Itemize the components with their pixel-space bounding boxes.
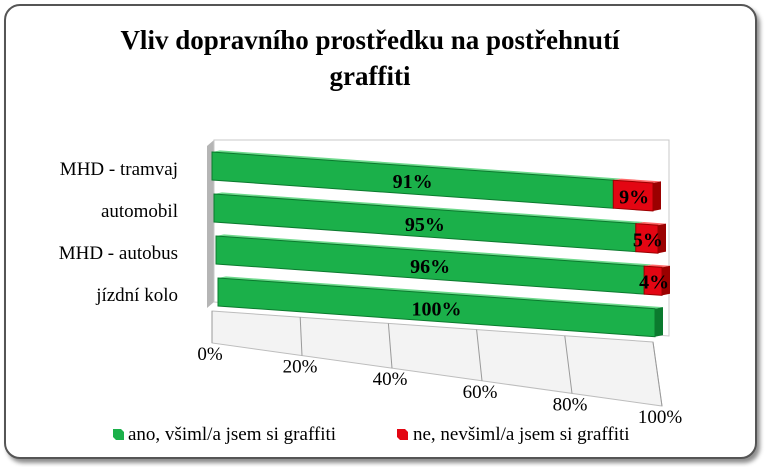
bar-top-face (212, 150, 622, 181)
legend-label-ne: ne, nevšiml/a jsem si graffiti (413, 424, 630, 445)
side-wall (207, 140, 214, 308)
bar-top-face (644, 264, 670, 268)
bars-layer (211, 150, 670, 338)
x-tick-label: 0% (197, 344, 223, 365)
data-label: 100% (412, 298, 462, 320)
chart-title: Vliv dopravního prostředku na postřehnut… (70, 22, 670, 94)
bar-top-face (635, 222, 666, 226)
gridline (299, 317, 303, 356)
x-tick-label: 100% (638, 407, 683, 428)
category-label: MHD - tramvaj (60, 159, 178, 180)
data-label: 4% (639, 272, 669, 294)
legend-label-ano: ano, všiml/a jsem si graffiti (128, 424, 336, 445)
bar-top-face (216, 234, 653, 267)
chart-title-line-2: graffiti (329, 61, 411, 91)
gridline (387, 323, 393, 369)
bar-top-face (613, 178, 661, 183)
data-label: 96% (410, 256, 450, 278)
data-label: 9% (619, 187, 649, 209)
data-label: 5% (633, 229, 663, 251)
legend-swatch-ano (113, 429, 124, 440)
category-label: MHD - autobus (59, 243, 178, 264)
category-label: jízdní kolo (95, 285, 178, 306)
legend-swatch-ne (397, 429, 408, 440)
labels-layer: 0% 20% 40% 60% 80% 100% MHD - tramvaj 91% 9% auto… (59, 159, 683, 428)
chart-title-line-1: Vliv dopravního prostředku na postřehnut… (120, 25, 620, 55)
bar-end-face (658, 223, 666, 254)
gridline (476, 329, 483, 381)
bar-top-face (218, 276, 663, 309)
bar-top-face (214, 192, 644, 224)
x-tick-label: 80% (553, 394, 588, 415)
gridline (564, 335, 573, 394)
category-label: automobil (101, 201, 178, 222)
data-label: 91% (393, 171, 433, 193)
data-label: 95% (405, 214, 445, 236)
bar-end-face (653, 181, 661, 211)
x-tick-label: 40% (373, 369, 408, 390)
legend: ano, všiml/a jsem si graffiti ne, nevšim… (113, 424, 630, 445)
bar-end-face (662, 265, 670, 296)
bar-end-face (655, 307, 663, 337)
x-tick-label: 20% (283, 357, 318, 378)
x-tick-label: 60% (463, 382, 498, 403)
gridline (652, 341, 663, 407)
